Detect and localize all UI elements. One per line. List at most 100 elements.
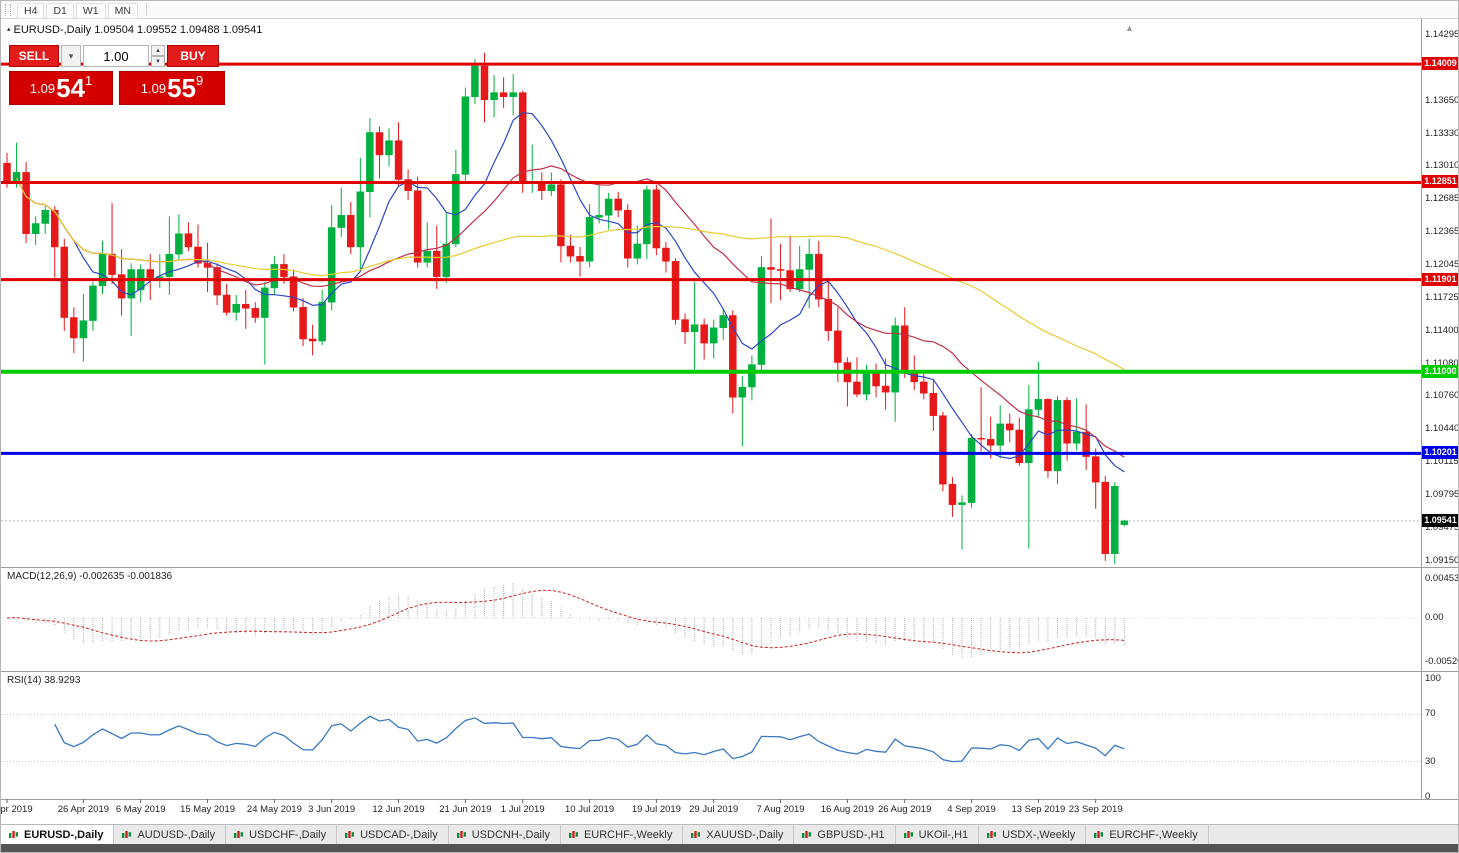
volume-input[interactable] (83, 45, 149, 67)
date-axis-label: 24 May 2019 (246, 804, 302, 815)
date-axis-label: 3 Jun 2019 (308, 804, 356, 815)
chart-tab-label: EURUSD-,Daily (24, 828, 104, 841)
rsi-axis-label: 30 (1425, 755, 1436, 767)
price-axis-label: 1.12045 (1425, 258, 1459, 270)
chart-icon (1093, 829, 1104, 840)
price-axis-label: 1.09795 (1425, 488, 1459, 500)
collapse-icon[interactable]: ▴ (7, 26, 11, 33)
price-axis-label: 1.11080 (1425, 357, 1459, 369)
date-axis-label: 10 Jul 2019 (564, 804, 615, 815)
chart-icon (903, 829, 914, 840)
buy-price-big: 55 (167, 73, 196, 103)
chart-tab-label: USDX-,Weekly (1002, 828, 1076, 841)
chart-icon (121, 829, 132, 840)
price-axis-label: 1.12365 (1425, 226, 1459, 238)
chart-tab-label: AUDUSD-,Daily (137, 828, 216, 841)
price-axis-label: 1.09150 (1425, 554, 1459, 566)
volume-step-down-icon[interactable]: ▼ (151, 56, 165, 67)
chart-tab-usdchf-daily[interactable]: USDCHF-,Daily (226, 825, 338, 844)
chart-tab-eurusd-daily[interactable]: EURUSD-,Daily (1, 825, 115, 844)
chart-icon (233, 829, 244, 840)
date-axis-label: 7 Aug 2019 (756, 804, 805, 815)
price-axis-label: 1.12685 (1425, 193, 1459, 205)
chart-area[interactable]: ▴ EURUSD-,Daily 1.09504 1.09552 1.09488 1… (0, 19, 1459, 819)
date-axis-label: 6 May 2019 (115, 804, 166, 815)
sell-price-big: 54 (56, 73, 85, 103)
date-axis-label: 26 Aug 2019 (878, 804, 932, 815)
chart-icon (568, 829, 579, 840)
sell-price-sup: 1 (85, 72, 93, 88)
chart-tab-ukoil-h1[interactable]: UKOil-,H1 (896, 825, 980, 844)
chart-tab-eurchf-weekly[interactable]: EURCHF-,Weekly (1086, 825, 1209, 844)
price-chart-canvas[interactable] (1, 19, 1459, 819)
date-axis-label: 29 Jul 2019 (689, 804, 739, 815)
price-axis-label: 1.10760 (1425, 390, 1459, 402)
chart-icon (690, 829, 701, 840)
timeframe-button-d1[interactable]: D1 (46, 2, 74, 19)
volume-dropdown-button[interactable]: ▾ (61, 45, 81, 67)
price-axis-label: 1.11725 (1425, 291, 1459, 303)
chart-tab-label: UKOil-,H1 (918, 828, 969, 841)
timeframe-toolbar: H4 D1 W1 MN (1, 1, 1458, 19)
chart-header: ▴ EURUSD-,Daily 1.09504 1.09552 1.09488 1… (7, 24, 262, 36)
sell-button[interactable]: SELL (9, 45, 59, 67)
buy-price-prefix: 1.09 (140, 80, 167, 96)
date-axis-label: 13 Sep 2019 (1011, 804, 1066, 815)
date-axis-label: 1 Jul 2019 (500, 804, 545, 815)
price-axis-label: 1.10440 (1425, 422, 1459, 434)
current-price-badge: 1.09541 (1422, 513, 1458, 527)
date-axis-label: 16 Aug 2019 (820, 804, 875, 815)
buy-price-sup: 9 (196, 72, 204, 88)
taskbar-strip (1, 844, 1458, 852)
price-level-badge: 1.11901 (1422, 272, 1458, 286)
chart-icon (8, 829, 19, 840)
timeframe-button-mn[interactable]: MN (107, 2, 138, 19)
price-axis-label: 1.13330 (1425, 127, 1459, 139)
price-axis-label: 1.13010 (1425, 160, 1459, 172)
date-axis-label: 21 Jun 2019 (439, 804, 492, 815)
date-axis-label: 16 Apr 2019 (0, 804, 33, 815)
chart-header-text: EURUSD-,Daily 1.09504 1.09552 1.09488 1.… (13, 24, 263, 36)
buy-price-display[interactable]: 1.09 55 9 (119, 71, 225, 105)
price-axis-label: 1.14295 (1425, 28, 1459, 40)
chart-tab-eurchf-weekly[interactable]: EURCHF-,Weekly (561, 825, 684, 844)
chart-tab-usdcnh-daily[interactable]: USDCNH-,Daily (449, 825, 561, 844)
chart-tab-usdcad-daily[interactable]: USDCAD-,Daily (337, 825, 449, 844)
sell-price-prefix: 1.09 (29, 80, 56, 96)
chart-tab-label: USDCHF-,Daily (249, 828, 327, 841)
chart-tab-gbpusd-h1[interactable]: GBPUSD-,H1 (794, 825, 896, 844)
price-axis-label: 1.10115 (1425, 456, 1459, 468)
chart-tab-label: GBPUSD-,H1 (817, 828, 885, 841)
chart-tab-label: USDCNH-,Daily (471, 828, 550, 841)
chart-tab-label: EURCHF-,Weekly (1109, 828, 1198, 841)
chart-tab-audusd-daily[interactable]: AUDUSD-,Daily (114, 825, 227, 844)
price-axis-label: 1.13650 (1425, 94, 1459, 106)
rsi-axis-label: 100 (1425, 673, 1441, 684)
chart-tab-xauusd-daily[interactable]: XAUUSD-,Daily (683, 825, 795, 844)
chart-icon (456, 829, 467, 840)
chart-tab-label: EURCHF-,Weekly (583, 828, 673, 841)
price-level-badge: 1.14009 (1422, 57, 1458, 71)
rsi-indicator-label: RSI(14) 38.9293 (7, 675, 81, 686)
date-axis-label: 4 Sep 2019 (947, 804, 996, 815)
macd-axis-label: 0.00 (1425, 612, 1444, 623)
price-level-badge: 1.11000 (1422, 364, 1458, 378)
price-axis-label: 1.11400 (1425, 324, 1459, 336)
price-axis-label: 1.09475 (1425, 521, 1459, 533)
date-axis-label: 26 Apr 2019 (57, 804, 110, 815)
date-axis-label: 19 Jul 2019 (631, 804, 681, 815)
scroll-marker-icon[interactable]: ▲ (1125, 23, 1134, 33)
buy-button[interactable]: BUY (167, 45, 219, 67)
chart-icon (986, 829, 997, 840)
one-click-trading-panel: SELL ▾ ▲ ▼ BUY 1.09 54 1 1.09 55 9 (9, 45, 225, 105)
sell-price-display[interactable]: 1.09 54 1 (9, 71, 113, 105)
timeframe-button-w1[interactable]: W1 (75, 2, 106, 19)
chart-tab-usdx-weekly[interactable]: USDX-,Weekly (979, 825, 1087, 844)
price-level-badge: 1.12851 (1422, 175, 1458, 189)
timeframe-button-h4[interactable]: H4 (17, 2, 45, 19)
volume-step-up-icon[interactable]: ▲ (151, 45, 165, 56)
toolbar-handle[interactable] (5, 3, 11, 16)
chart-icon (801, 829, 812, 840)
chart-icon (344, 829, 355, 840)
